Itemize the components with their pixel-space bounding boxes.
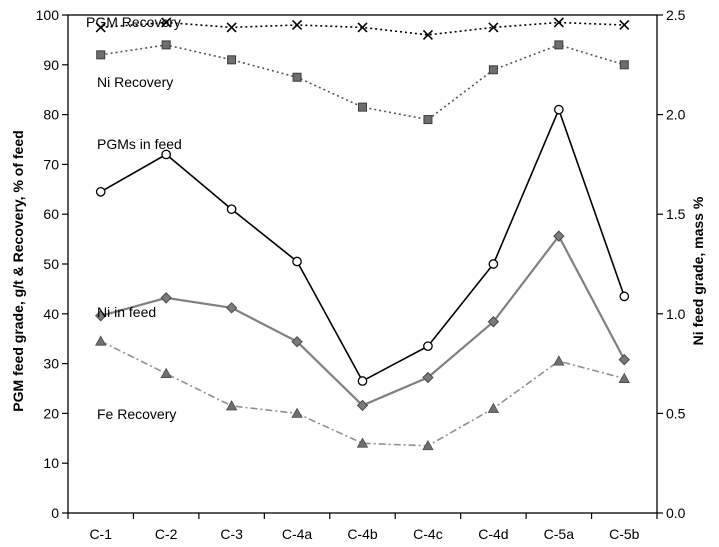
y-tick-label-left: 80 bbox=[43, 107, 59, 123]
x-tick-label: C-2 bbox=[155, 526, 178, 542]
series-ni-recovery bbox=[96, 40, 629, 125]
right-axis: 0.0 0.5 1.0 1.5 2.0 2.5 bbox=[657, 7, 686, 521]
y-tick-label-left: 10 bbox=[43, 455, 59, 471]
series-label-ni-recovery: Ni Recovery bbox=[97, 74, 173, 90]
y-tick-label-right: 1.5 bbox=[666, 206, 686, 222]
data-point-pgms-in-feed bbox=[161, 149, 172, 160]
data-point-ni-in-feed bbox=[618, 353, 630, 366]
y-axis-title-left: PGM feed grade, g/t & Recovery, % of fee… bbox=[10, 130, 26, 411]
series-layer bbox=[95, 17, 630, 451]
series-label-pgm-recovery: PGM Recovery bbox=[86, 14, 181, 30]
data-point-ni-in-feed bbox=[487, 316, 500, 328]
y-tick-label-left: 30 bbox=[43, 356, 59, 372]
data-point-fe-recovery bbox=[422, 439, 434, 451]
y-tick-label-left: 90 bbox=[43, 57, 59, 73]
data-point-pgm-recovery bbox=[95, 22, 106, 33]
data-point-pgms-in-feed bbox=[423, 341, 433, 352]
x-tick-label: C-3 bbox=[220, 526, 243, 542]
series-ni-in-feed bbox=[95, 230, 630, 412]
series-pgms-in-feed bbox=[95, 104, 630, 386]
series-label-fe-recovery: Fe Recovery bbox=[97, 406, 176, 422]
y-tick-label-right: 1.0 bbox=[666, 306, 686, 322]
data-point-fe-recovery bbox=[95, 335, 107, 346]
data-point-ni-recovery bbox=[423, 115, 433, 125]
data-point-fe-recovery bbox=[225, 400, 238, 411]
left-axis: 0 10 20 30 40 50 60 70 80 90 100 bbox=[36, 7, 68, 521]
x-tick-label: C-4c bbox=[413, 526, 443, 542]
data-point-ni-in-feed bbox=[356, 399, 369, 412]
data-point-fe-recovery bbox=[618, 372, 630, 383]
data-point-pgms-in-feed bbox=[95, 186, 106, 197]
series-label-ni-in-feed: Ni in feed bbox=[97, 304, 156, 320]
data-point-ni-in-feed bbox=[160, 292, 172, 304]
series-fe-recovery bbox=[95, 335, 630, 451]
y-tick-label-right: 2.0 bbox=[666, 107, 686, 123]
y-tick-label-left: 70 bbox=[43, 156, 59, 172]
series-line-fe-recovery bbox=[100, 340, 625, 447]
data-point-pgms-in-feed bbox=[226, 204, 237, 215]
y-tick-label-left: 60 bbox=[43, 206, 59, 222]
data-point-pgm-recovery bbox=[357, 22, 368, 33]
y-tick-label-left: 40 bbox=[43, 306, 59, 322]
data-point-pgms-in-feed bbox=[553, 104, 564, 115]
data-point-fe-recovery bbox=[356, 437, 369, 448]
data-point-fe-recovery bbox=[291, 407, 303, 418]
x-tick-label: C-4d bbox=[478, 526, 508, 542]
data-point-ni-recovery bbox=[554, 40, 564, 50]
x-tick-label: C-5b bbox=[609, 526, 640, 542]
data-point-ni-recovery bbox=[292, 72, 302, 82]
data-point-fe-recovery bbox=[487, 402, 500, 413]
data-point-ni-in-feed bbox=[95, 310, 107, 322]
data-point-pgms-in-feed bbox=[357, 376, 368, 386]
data-point-ni-recovery bbox=[488, 65, 498, 75]
data-point-pgm-recovery bbox=[619, 19, 630, 31]
data-point-pgm-recovery bbox=[226, 22, 237, 33]
data-point-ni-recovery bbox=[161, 40, 171, 50]
x-tick-label: C-4b bbox=[347, 526, 378, 542]
data-point-ni-in-feed bbox=[291, 335, 303, 348]
y-tick-label-left: 100 bbox=[36, 7, 60, 23]
data-point-ni-recovery bbox=[619, 60, 629, 70]
y-tick-label-left: 20 bbox=[43, 405, 59, 421]
y-tick-label-right: 2.5 bbox=[666, 7, 686, 23]
data-point-ni-recovery bbox=[96, 50, 106, 60]
y-tick-label-right: 0.5 bbox=[666, 405, 686, 421]
y-axis-title-right: Ni feed grade, mass % bbox=[690, 196, 706, 345]
x-tick-label: C-4a bbox=[282, 526, 313, 542]
y-tick-label-left: 50 bbox=[43, 256, 59, 272]
data-point-pgm-recovery bbox=[488, 22, 499, 33]
data-point-pgms-in-feed bbox=[488, 259, 499, 269]
x-tick-label: C-5a bbox=[544, 526, 575, 542]
x-axis: C-1 C-2 C-3 C-4a C-4b C-4c C-4d C-5a C-5b bbox=[67, 513, 658, 542]
data-point-ni-in-feed bbox=[553, 230, 565, 242]
series-pgm-recovery bbox=[95, 17, 630, 40]
data-point-fe-recovery bbox=[160, 367, 172, 378]
data-point-pgm-recovery bbox=[553, 17, 564, 28]
data-point-fe-recovery bbox=[553, 355, 565, 366]
series-label-pgms-in-feed: PGMs in feed bbox=[97, 136, 182, 152]
data-point-pgms-in-feed bbox=[619, 291, 630, 302]
data-point-pgm-recovery bbox=[161, 17, 172, 28]
data-point-pgms-in-feed bbox=[292, 256, 302, 267]
data-point-ni-in-feed bbox=[422, 371, 434, 384]
y-tick-label-right: 0.0 bbox=[666, 505, 686, 521]
data-point-ni-recovery bbox=[227, 55, 237, 65]
x-tick-label: C-1 bbox=[89, 526, 112, 542]
data-point-pgm-recovery bbox=[291, 19, 303, 31]
data-point-ni-recovery bbox=[358, 102, 367, 112]
data-point-ni-in-feed bbox=[225, 302, 238, 314]
y-tick-label-left: 0 bbox=[51, 505, 59, 521]
data-point-pgm-recovery bbox=[422, 29, 434, 40]
